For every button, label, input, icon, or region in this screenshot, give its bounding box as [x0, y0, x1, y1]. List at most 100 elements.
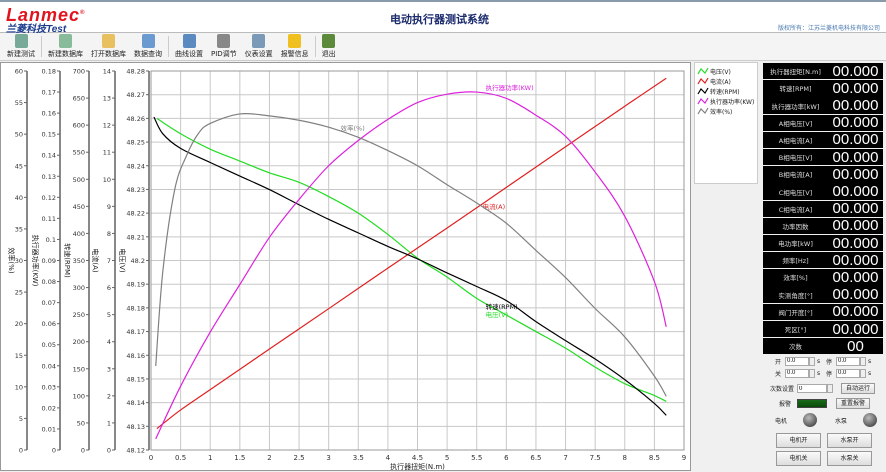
readout-label: 执行器扭矩[N.m] [763, 66, 828, 76]
readout-row: 频率[Hz]00.000 [763, 252, 883, 268]
y-axis-title: 电压(V) [118, 248, 127, 273]
y-tick-label: 0.12 [42, 194, 56, 202]
open-stop-spinner[interactable] [860, 357, 866, 366]
readout-label: 次数 [763, 341, 828, 351]
pump-label: 水泵 [835, 416, 863, 425]
open-row: 开 s 停 s [775, 355, 886, 367]
series-line [157, 118, 666, 401]
legend-label: 电流(A) [710, 77, 731, 86]
motor-off-button[interactable]: 电机关 [776, 451, 821, 466]
readout-value: 00.000 [828, 149, 883, 166]
curve-settings-icon [183, 34, 196, 48]
open-time-spinner[interactable] [809, 357, 815, 366]
legend-label: 效率(%) [710, 107, 732, 116]
pump-off-button[interactable]: 水泵关 [827, 451, 872, 466]
series-line [156, 92, 666, 439]
app-title: 电动执行器测试系统 [390, 11, 489, 27]
alarm-label: 报警 [779, 399, 797, 408]
toolbar-button-open-database[interactable]: 打开数据库 [87, 33, 130, 61]
toolbar-button-new-test[interactable]: 新建测试 [3, 33, 39, 61]
toolbar-button-label: PID调节 [211, 49, 237, 59]
reset-alarm-button[interactable]: 重置报警 [836, 398, 870, 409]
legend-item: 效率(%) [697, 106, 755, 116]
series-label: 电压(V) [486, 310, 509, 319]
readout-row: 实测角度[°]00.000 [763, 286, 883, 302]
y-tick-label: 48.21 [126, 233, 145, 241]
y-tick-label: 48.15 [126, 375, 145, 383]
y-tick-label: 350 [73, 257, 85, 265]
toolbar-button-pid[interactable]: PID调节 [207, 33, 241, 61]
y-tick-label: 0.03 [42, 383, 56, 391]
readout-row: 电功率[kW]00.000 [763, 235, 883, 251]
readout-value: 00.000 [828, 114, 883, 131]
count-spinner[interactable] [827, 384, 833, 393]
readout-row: A相电流[A]00.000 [763, 132, 883, 148]
series-label: 转速(RPM) [486, 302, 518, 311]
y-tick-label: 45 [15, 162, 23, 170]
x-tick-label: 0 [149, 454, 153, 462]
readout-label: 转速[RPM] [763, 83, 828, 93]
readout-row: B相电压[V]00.000 [763, 149, 883, 165]
count-input[interactable] [797, 384, 827, 393]
y-tick-label: 0.14 [42, 152, 56, 160]
readout-row: C相电压[V]00.000 [763, 183, 883, 199]
readout-label: 阀门开度[°] [763, 307, 828, 317]
y-tick-label: 0.01 [42, 425, 56, 433]
y-tick-label: 0.08 [42, 278, 56, 286]
y-tick-label: 6 [107, 284, 111, 292]
y-tick-label: 48.16 [126, 352, 145, 360]
readout-label: B相电压[V] [763, 152, 828, 162]
unit-label: s [868, 358, 871, 365]
readout-row: 执行器扭矩[N.m]00.000 [763, 63, 883, 79]
y-tick-label: 4 [107, 338, 111, 346]
toolbar-button-warning[interactable]: 报警信息 [277, 33, 313, 61]
toolbar-separator [168, 36, 169, 57]
y-tick-label: 14 [103, 68, 111, 76]
legend-label: 电压(V) [710, 67, 731, 76]
open-time-input[interactable] [785, 357, 809, 366]
count-row: 次数设置 自动运行 [770, 381, 886, 396]
x-tick-label: 6 [504, 454, 509, 462]
y-tick-label: 0 [107, 447, 111, 455]
toolbar-separator [315, 36, 316, 57]
toolbar-button-curve-settings[interactable]: 曲线设置 [171, 33, 207, 61]
x-tick-label: 5 [445, 454, 449, 462]
x-tick-label: 0.5 [175, 454, 186, 462]
y-tick-label: 5 [19, 415, 23, 423]
legend-item: 电压(V) [697, 66, 755, 76]
y-tick-label: 48.25 [126, 139, 145, 147]
y-tick-label: 48.18 [126, 304, 145, 312]
readout-label: 死区[°] [763, 324, 828, 334]
y-tick-label: 0.17 [42, 89, 56, 97]
series-label: 效率(%) [341, 123, 365, 132]
toolbar-button-new-database[interactable]: 新建数据库 [44, 33, 87, 61]
stop-label: 停 [826, 369, 836, 378]
pump-on-button[interactable]: 水泵开 [827, 433, 872, 448]
x-tick-label: 7.5 [590, 454, 601, 462]
y-tick-label: 10 [103, 176, 111, 184]
readout-value: 00.000 [828, 269, 883, 286]
toolbar-button-label: 曲线设置 [175, 49, 203, 59]
open-stop-input[interactable] [836, 357, 860, 366]
close-stop-spinner[interactable] [860, 369, 866, 378]
close-time-spinner[interactable] [809, 369, 815, 378]
toolbar-button-data-query[interactable]: 数据查询 [130, 33, 166, 61]
motor-on-button[interactable]: 电机开 [776, 433, 821, 448]
y-tick-label: 0.16 [42, 110, 56, 118]
y-tick-label: 450 [73, 203, 85, 211]
close-stop-input[interactable] [836, 369, 860, 378]
close-time-input[interactable] [785, 369, 809, 378]
toolbar-button-label: 数据查询 [134, 49, 162, 59]
y-tick-label: 15 [15, 352, 23, 360]
y-tick-label: 0.11 [42, 215, 56, 223]
y-tick-label: 200 [73, 338, 85, 346]
unit-label: s [817, 370, 826, 377]
toolbar-button-meter-settings[interactable]: 仪表设置 [241, 33, 277, 61]
toolbar-button-exit[interactable]: 退出 [318, 33, 340, 61]
auto-run-button[interactable]: 自动运行 [841, 383, 875, 394]
readout-row: 转速[RPM]00.000 [763, 80, 883, 96]
readout-value: 00.000 [828, 97, 883, 114]
x-tick-label: 4.5 [412, 454, 423, 462]
